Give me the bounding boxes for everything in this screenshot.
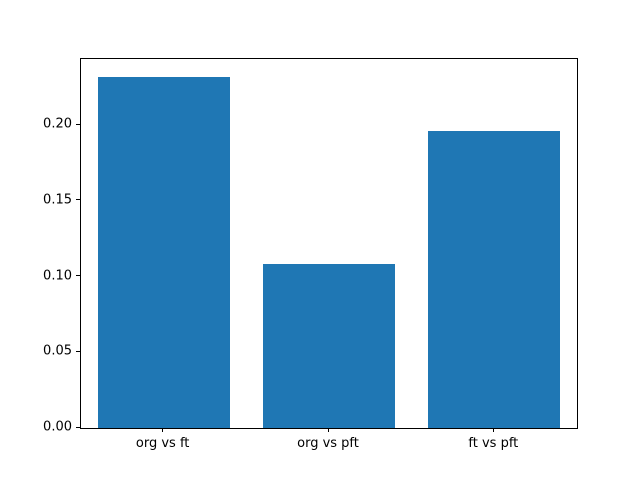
y-tick-label: 0.00 [43,419,72,435]
y-tick-mark [76,426,80,428]
x-tick-mark [162,428,164,432]
y-tick-mark [76,199,80,201]
y-tick-mark [76,123,80,125]
x-tick-label: org vs pft [297,436,359,451]
x-tick-mark [492,428,494,432]
y-tick-label: 0.10 [43,268,72,284]
y-tick-label: 0.20 [43,116,72,132]
x-tick-mark [327,428,329,432]
x-tick-label: ft vs pft [468,436,519,451]
bar-ft-vs-pft [428,131,561,428]
plot-area [80,58,578,429]
y-tick-label: 0.05 [43,343,72,359]
y-tick-mark [76,275,80,277]
x-tick-label: org vs ft [135,436,190,451]
bar-org-vs-ft [97,76,230,428]
y-tick-label: 0.15 [43,192,72,208]
bar-org-vs-pft [262,264,396,428]
y-tick-mark [76,350,80,352]
